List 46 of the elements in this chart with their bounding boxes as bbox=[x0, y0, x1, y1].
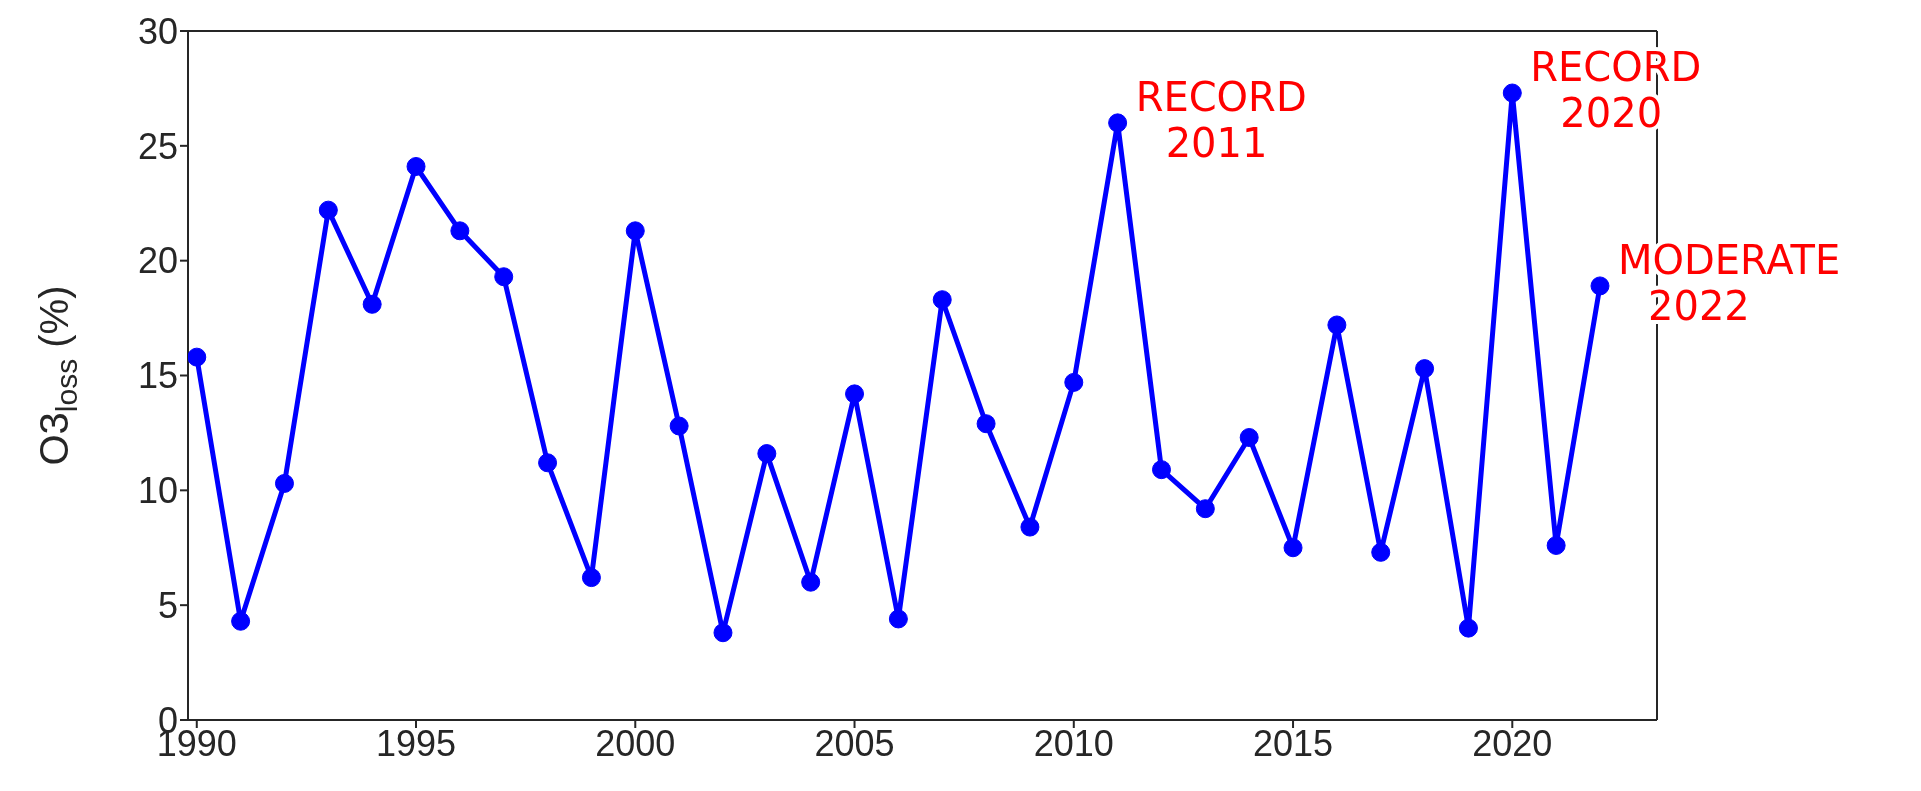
point bbox=[976, 414, 996, 434]
y-tick-label: 20 bbox=[137, 240, 178, 282]
point bbox=[1327, 315, 1347, 335]
y-tick-label: 15 bbox=[137, 355, 178, 397]
y-tick-label: 10 bbox=[137, 470, 178, 512]
point bbox=[274, 473, 294, 493]
point bbox=[362, 294, 382, 314]
point bbox=[1502, 83, 1522, 103]
point bbox=[1371, 542, 1391, 562]
point bbox=[1195, 499, 1215, 519]
point bbox=[1458, 618, 1478, 638]
point bbox=[188, 347, 207, 367]
x-tick-label: 2015 bbox=[1252, 722, 1334, 764]
point bbox=[1590, 276, 1610, 296]
point bbox=[1108, 113, 1128, 133]
point bbox=[406, 157, 426, 176]
x-tick-label: 2020 bbox=[1472, 722, 1553, 764]
y-tick-label: 5 bbox=[157, 584, 178, 626]
x-tick-label: 2005 bbox=[814, 722, 895, 764]
point bbox=[1415, 359, 1435, 379]
point bbox=[1020, 517, 1040, 537]
point bbox=[932, 290, 952, 310]
point bbox=[538, 453, 558, 473]
point bbox=[1239, 428, 1259, 448]
point bbox=[713, 623, 733, 643]
point bbox=[450, 221, 470, 241]
point bbox=[757, 444, 777, 464]
x-tick-label: 2010 bbox=[1033, 722, 1114, 764]
point bbox=[581, 568, 601, 588]
point bbox=[625, 221, 645, 241]
point bbox=[888, 609, 908, 629]
point bbox=[1283, 538, 1303, 558]
point bbox=[1064, 372, 1084, 392]
y-tick-label: 30 bbox=[137, 10, 178, 52]
point bbox=[1546, 535, 1566, 555]
point bbox=[1151, 460, 1171, 480]
point bbox=[231, 611, 251, 631]
point bbox=[669, 416, 689, 436]
x-tick-label: 2000 bbox=[595, 722, 676, 764]
annotation: RECORD 2011 bbox=[1135, 73, 1307, 166]
point bbox=[318, 200, 338, 220]
point bbox=[801, 572, 821, 592]
y-tick-label: 25 bbox=[137, 125, 178, 167]
point bbox=[845, 384, 865, 404]
point bbox=[494, 267, 514, 287]
x-tick-label: 1995 bbox=[375, 722, 457, 764]
